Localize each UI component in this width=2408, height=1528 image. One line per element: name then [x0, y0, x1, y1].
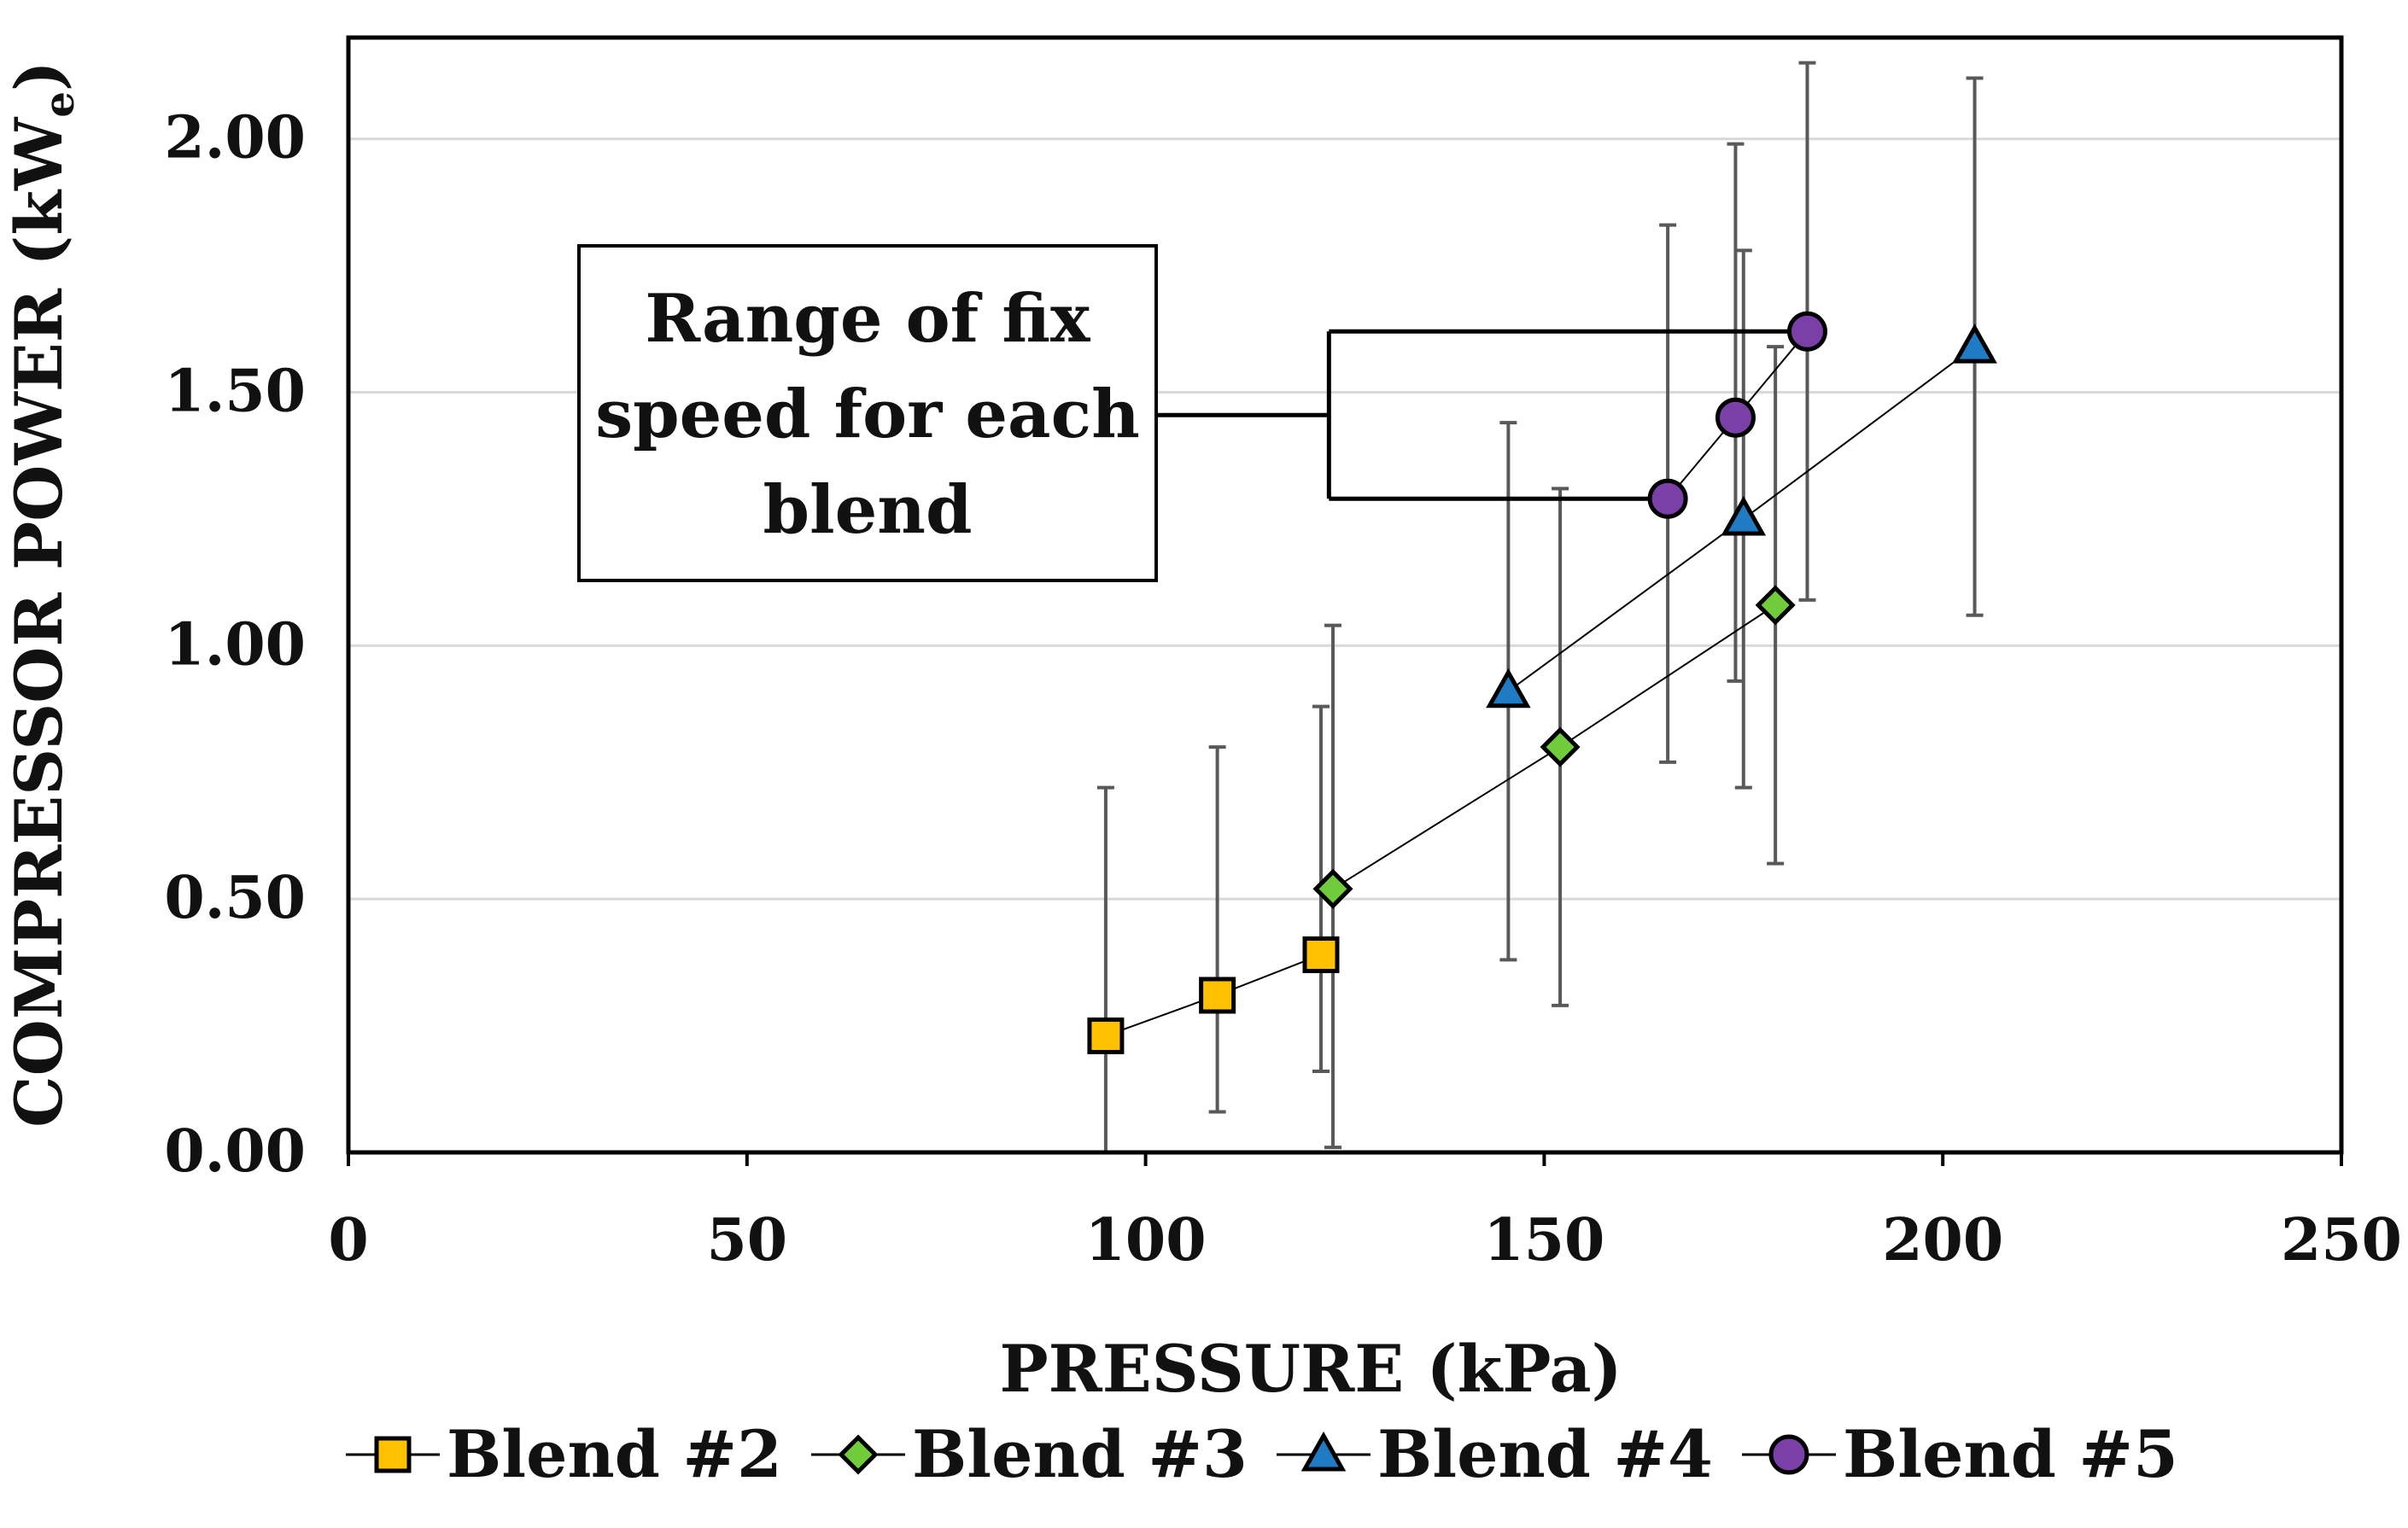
point-s2-p3	[1755, 585, 1796, 626]
legend-marker-1	[374, 1436, 412, 1473]
y-tick-label-0: 0.00	[164, 1117, 306, 1186]
legend-marker-2	[838, 1434, 879, 1475]
data-points	[1087, 311, 1997, 1054]
point-s2-p2	[1540, 726, 1581, 767]
annotation-text-line-2: speed for each	[595, 376, 1140, 453]
point-s1-p3	[1302, 936, 1340, 973]
x-axis-title: PRESSURE (kPa)	[999, 1331, 1622, 1407]
annotation: Range of fix speed for each blend	[577, 244, 1789, 582]
point-s1-p1	[1087, 1017, 1125, 1054]
plot-area-frame	[346, 35, 2344, 1155]
y-axis-title-close: )	[1, 61, 77, 91]
legend-marker-3	[1300, 1431, 1347, 1472]
point-s1-p2	[1199, 977, 1236, 1014]
legend-label-4: Blend #5	[1843, 1416, 2178, 1492]
y-tick-label-2: 1.00	[164, 610, 306, 679]
y-tick-label-4: 2.00	[164, 104, 306, 172]
y-axis-title-subscript: e	[36, 91, 84, 118]
point-s3-p3	[1952, 324, 1997, 364]
point-s3-p1	[1486, 668, 1531, 709]
y-axis-title: COMPRESSOR POWER (kWe)	[1, 61, 84, 1128]
annotation-box	[577, 244, 1158, 582]
legend: Blend #2 Blend #3 Blend #4 Blend #5	[346, 1416, 2178, 1492]
legend-label-3: Blend #4	[1377, 1416, 1713, 1492]
x-tick-label-4: 200	[1882, 1206, 2003, 1274]
point-s2-p1	[1312, 868, 1353, 909]
x-tick-label-3: 150	[1483, 1206, 1604, 1274]
annotation-text-line-1: Range of fix	[645, 280, 1091, 358]
legend-marker-4	[1768, 1434, 1809, 1475]
point-s3-p2	[1721, 495, 1767, 536]
y-tick-label-3: 1.50	[164, 358, 306, 426]
point-s4-p1	[1647, 478, 1688, 519]
x-axis-ticks: 0 50 100 150 200 250	[328, 1152, 2402, 1274]
x-tick-label-5: 250	[2281, 1206, 2402, 1274]
point-s4-p3	[1786, 311, 1827, 352]
legend-label-2: Blend #3	[912, 1416, 1248, 1492]
y-axis-ticks: 0.00 0.50 1.00 1.50 2.00	[164, 104, 306, 1186]
x-tick-label-0: 0	[328, 1206, 368, 1274]
annotation-text-line-3: blend	[763, 471, 972, 549]
legend-label-1: Blend #2	[447, 1416, 782, 1492]
x-tick-label-1: 50	[706, 1206, 787, 1274]
point-s4-p2	[1715, 397, 1756, 438]
y-axis-title-main: COMPRESSOR POWER (kW	[1, 116, 77, 1128]
y-tick-label-1: 0.50	[164, 864, 306, 932]
x-tick-label-2: 100	[1085, 1206, 1207, 1274]
